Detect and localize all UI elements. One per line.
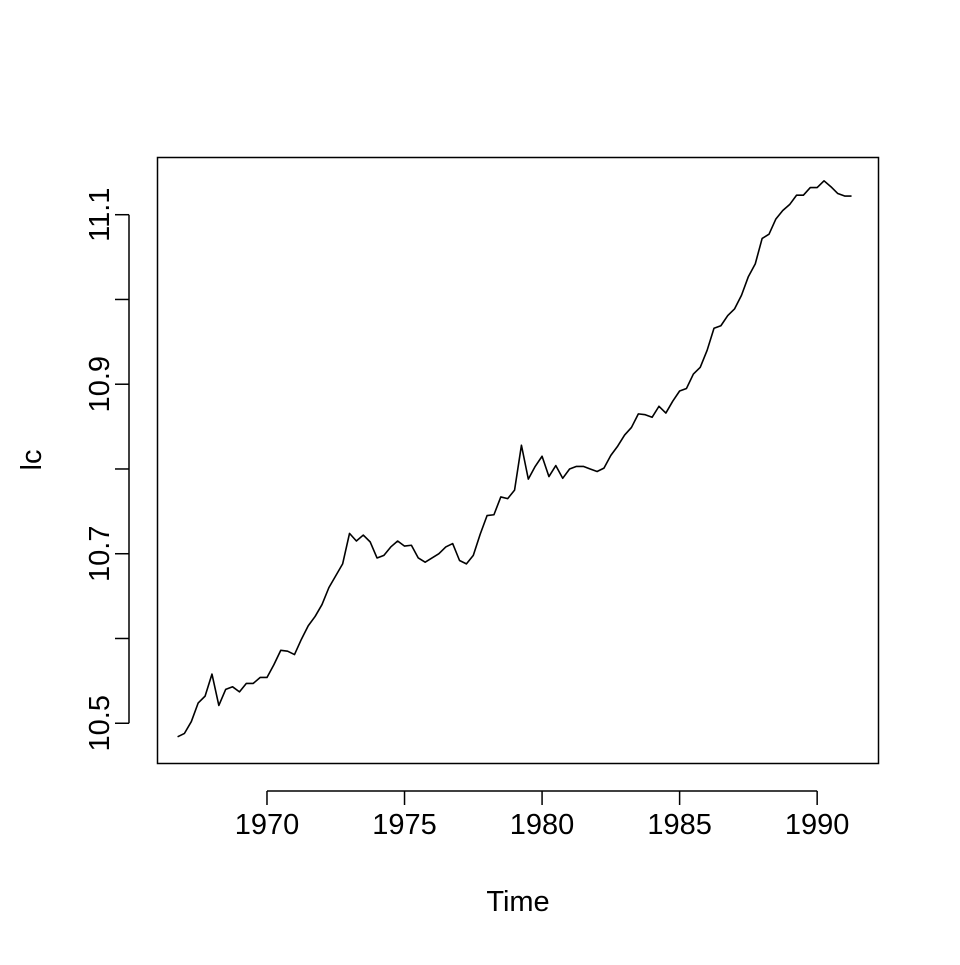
y-tick-label: 10.9 <box>84 356 116 412</box>
plot-frame <box>156 156 880 765</box>
y-axis: 10.5 10.7 10.9 11.1 <box>84 188 130 751</box>
x-tick-label: 1975 <box>372 809 437 841</box>
x-tick-label: 1980 <box>510 809 575 841</box>
y-axis-title: lc <box>16 450 48 471</box>
x-tick-label: 1970 <box>235 809 300 841</box>
x-tick-label: 1985 <box>647 809 712 841</box>
series-line <box>177 180 852 738</box>
x-axis: 1970 1975 1980 1985 1990 <box>235 790 850 841</box>
x-axis-title: Time <box>486 886 549 918</box>
y-tick-label: 11.1 <box>84 188 116 242</box>
series-layer <box>177 180 852 738</box>
y-tick-label: 10.5 <box>84 695 116 751</box>
y-tick-label: 10.7 <box>84 526 116 582</box>
x-tick-label: 1990 <box>785 809 850 841</box>
